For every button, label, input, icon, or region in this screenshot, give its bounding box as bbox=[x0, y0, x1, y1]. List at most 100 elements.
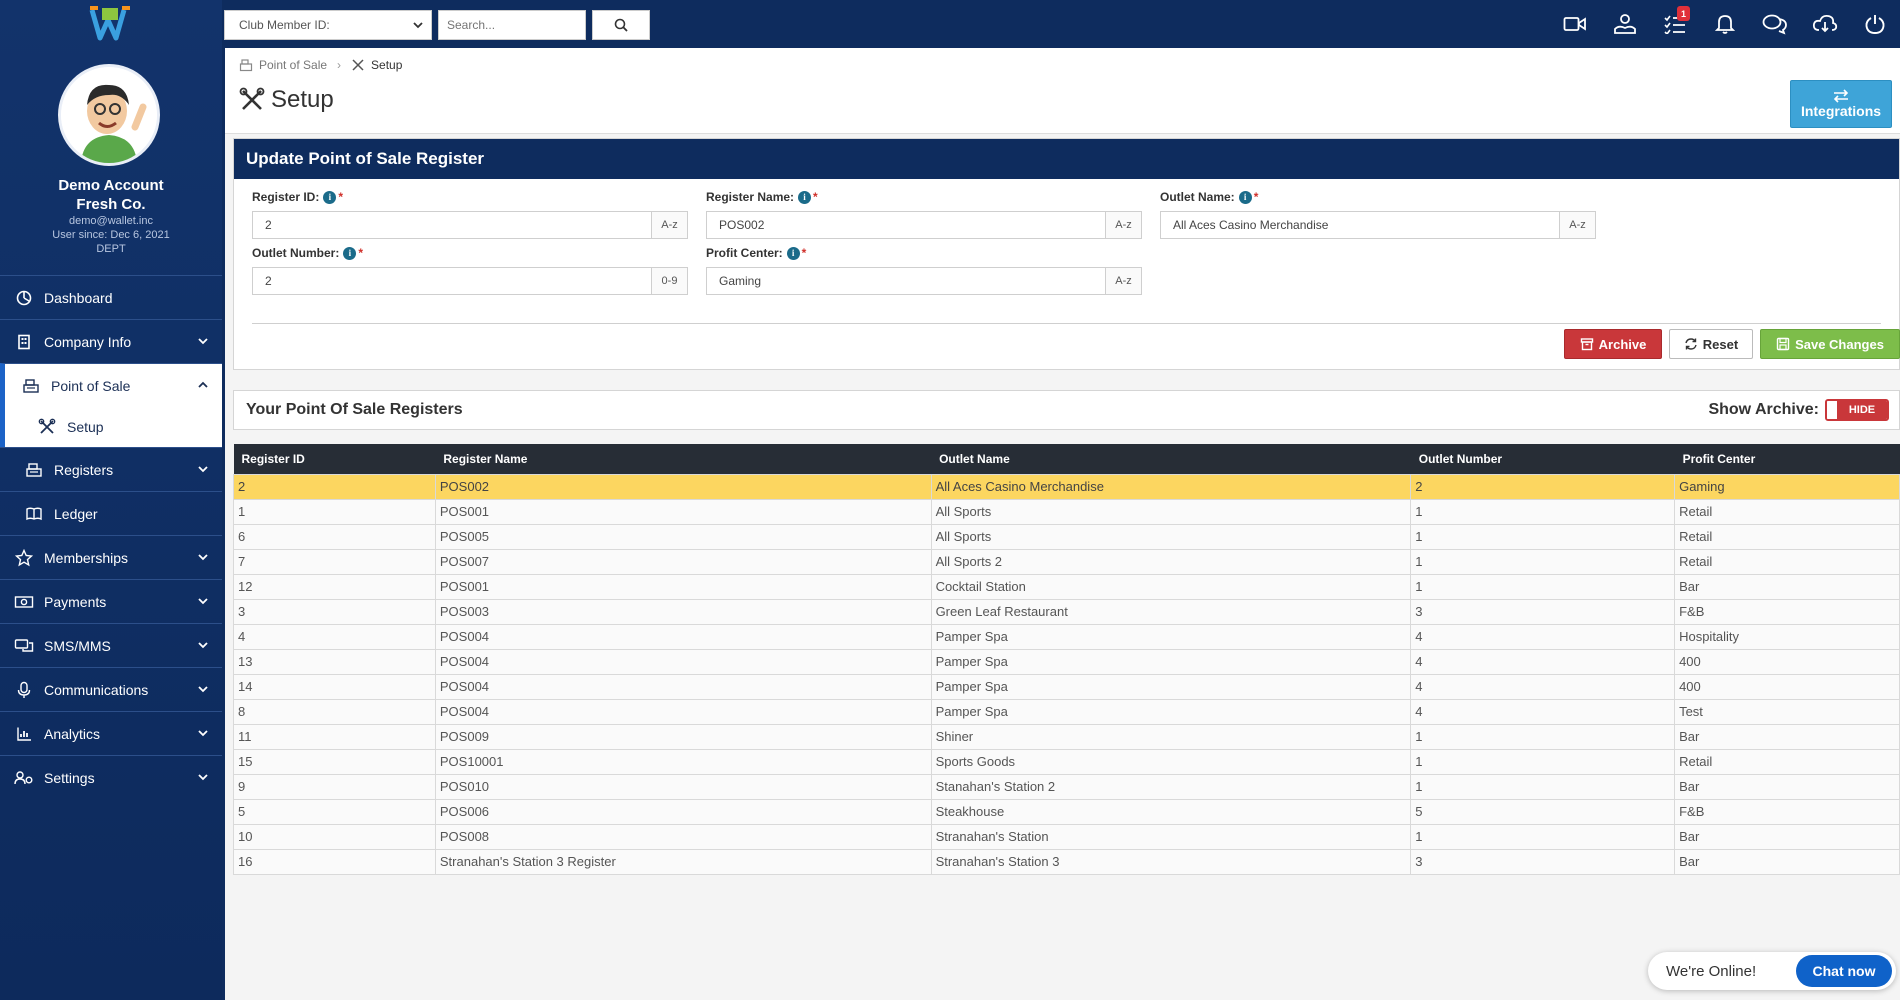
money-icon bbox=[14, 592, 34, 612]
chat-widget[interactable]: We're Online! Chat now bbox=[1648, 952, 1896, 990]
registers-list-title: Your Point Of Sale Registers bbox=[246, 401, 463, 418]
table-row[interactable]: 11 POS009 Shiner 1 Bar bbox=[233, 723, 1900, 750]
profit-center-value[interactable]: Gaming bbox=[719, 274, 762, 288]
sidebar-item-sms-mms[interactable]: SMS/MMS bbox=[0, 623, 222, 667]
profit-center-field: Profit Center: i * Gaming A-z bbox=[706, 245, 1142, 295]
required-marker: * bbox=[813, 190, 818, 204]
info-icon[interactable]: i bbox=[798, 190, 812, 204]
cell-outlet-name: All Sports bbox=[930, 523, 1412, 550]
cell-register-id: 15 bbox=[233, 748, 436, 775]
info-icon[interactable]: i bbox=[1238, 190, 1252, 204]
messages-button[interactable] bbox=[1750, 8, 1800, 40]
sidebar-item-ledger[interactable]: Ledger bbox=[0, 491, 222, 535]
avatar[interactable] bbox=[58, 64, 160, 166]
cell-register-name: POS004 bbox=[434, 673, 932, 700]
chevron-down-icon bbox=[198, 642, 208, 649]
cell-register-id: 5 bbox=[233, 798, 436, 825]
cell-register-id: 10 bbox=[233, 823, 436, 850]
breadcrumb-parent[interactable]: Point of Sale bbox=[259, 58, 328, 72]
cell-outlet-number: 1 bbox=[1410, 773, 1676, 800]
info-icon[interactable]: i bbox=[786, 246, 800, 260]
table-row[interactable]: 7 POS007 All Sports 2 1 Retail bbox=[233, 548, 1900, 575]
sidebar-item-memberships[interactable]: Memberships bbox=[0, 535, 222, 579]
archive-button[interactable]: Archive bbox=[1564, 329, 1662, 359]
table-row[interactable]: 14 POS004 Pamper Spa 4 400 bbox=[233, 673, 1900, 700]
outlet-number-value[interactable]: 2 bbox=[265, 274, 272, 288]
outlet-number-addon: 0-9 bbox=[651, 268, 687, 294]
table-row-selected[interactable]: 2 POS002 All Aces Casino Merchandise 2 G… bbox=[233, 473, 1900, 500]
logo-icon[interactable] bbox=[88, 6, 132, 42]
sidebar-item-payments[interactable]: Payments bbox=[0, 579, 222, 623]
outlet-name-label: Outlet Name: bbox=[1160, 190, 1235, 204]
outlet-number-input[interactable]: 2 0-9 bbox=[252, 267, 688, 295]
reset-label: Reset bbox=[1702, 336, 1739, 352]
cell-register-name: POS009 bbox=[434, 723, 932, 750]
register-id-input[interactable]: 2 A-z bbox=[252, 211, 688, 239]
outlet-name-addon: A-z bbox=[1559, 212, 1595, 238]
save-changes-button[interactable]: Save Changes bbox=[1760, 329, 1900, 359]
table-row[interactable]: 3 POS003 Green Leaf Restaurant 3 F&B bbox=[233, 598, 1900, 625]
outlet-name-input[interactable]: All Aces Casino Merchandise A-z bbox=[1160, 211, 1596, 239]
register-name-value[interactable]: POS002 bbox=[719, 218, 765, 232]
show-archive-toggle[interactable]: HIDE bbox=[1825, 399, 1889, 421]
table-header-row: Register ID Register Name Outlet Name Ou… bbox=[233, 444, 1900, 474]
cell-outlet-number: 3 bbox=[1410, 598, 1676, 625]
column-header-profit-center[interactable]: Profit Center bbox=[1674, 444, 1900, 474]
notifications-button[interactable] bbox=[1700, 8, 1750, 40]
info-icon[interactable]: i bbox=[323, 190, 337, 204]
sidebar-item-communications[interactable]: Communications bbox=[0, 667, 222, 711]
column-header-outlet-name[interactable]: Outlet Name bbox=[931, 444, 1411, 474]
sidebar-item-label: Payments bbox=[44, 593, 107, 610]
profile-email: demo@wallet.inc bbox=[69, 215, 153, 227]
table-row[interactable]: 12 POS001 Cocktail Station 1 Bar bbox=[233, 573, 1900, 600]
column-header-register-id[interactable]: Register ID bbox=[233, 444, 436, 474]
sidebar-item-setup[interactable]: Setup bbox=[0, 407, 222, 447]
form-heading: Update Point of Sale Register bbox=[234, 139, 1899, 179]
cell-profit-center: Retail bbox=[1674, 748, 1900, 775]
sidebar-item-registers[interactable]: Registers bbox=[0, 447, 222, 491]
table-row[interactable]: 13 POS004 Pamper Spa 4 400 bbox=[233, 648, 1900, 675]
cell-outlet-number: 2 bbox=[1410, 473, 1676, 500]
info-icon[interactable]: i bbox=[343, 246, 357, 260]
outlet-name-value[interactable]: All Aces Casino Merchandise bbox=[1173, 218, 1329, 232]
sidebar-item-point-of-sale[interactable]: Point of Sale bbox=[0, 363, 222, 407]
table-row[interactable]: 6 POS005 All Sports 1 Retail bbox=[233, 523, 1900, 550]
cell-outlet-name: Stanahan's Station 2 bbox=[930, 773, 1412, 800]
profit-center-input[interactable]: Gaming A-z bbox=[706, 267, 1142, 295]
reset-button[interactable]: Reset bbox=[1669, 329, 1753, 359]
chat-now-button[interactable]: Chat now bbox=[1796, 955, 1892, 987]
search-input[interactable] bbox=[438, 10, 586, 40]
column-header-register-name[interactable]: Register Name bbox=[435, 444, 932, 474]
table-row[interactable]: 15 POS10001 Sports Goods 1 Retail bbox=[233, 748, 1900, 775]
sidebar-item-settings[interactable]: Settings bbox=[0, 755, 222, 799]
table-row[interactable]: 10 POS008 Stranahan's Station 1 Bar bbox=[233, 823, 1900, 850]
club-member-select[interactable]: Club Member ID: bbox=[224, 10, 432, 40]
table-row[interactable]: 9 POS010 Stanahan's Station 2 1 Bar bbox=[233, 773, 1900, 800]
cloud-download-button[interactable] bbox=[1800, 8, 1850, 40]
cell-register-id: 1 bbox=[233, 498, 436, 525]
cell-profit-center: Retail bbox=[1674, 548, 1900, 575]
search-button[interactable] bbox=[592, 10, 650, 40]
user-support-button[interactable] bbox=[1600, 8, 1650, 40]
register-id-value[interactable]: 2 bbox=[265, 218, 272, 232]
cell-outlet-name: All Aces Casino Merchandise bbox=[930, 473, 1412, 500]
sidebar-item-dashboard[interactable]: Dashboard bbox=[0, 275, 222, 319]
sidebar-item-company-info[interactable]: Company Info bbox=[0, 319, 222, 363]
toggle-knob bbox=[1827, 401, 1837, 419]
cell-profit-center: Test bbox=[1674, 698, 1900, 725]
column-header-outlet-number[interactable]: Outlet Number bbox=[1410, 444, 1675, 474]
table-row[interactable]: 8 POS004 Pamper Spa 4 Test bbox=[233, 698, 1900, 725]
search-icon bbox=[614, 18, 628, 32]
table-row[interactable]: 1 POS001 All Sports 1 Retail bbox=[233, 498, 1900, 525]
register-name-input[interactable]: POS002 A-z bbox=[706, 211, 1142, 239]
table-row[interactable]: 5 POS006 Steakhouse 5 F&B bbox=[233, 798, 1900, 825]
chart-icon bbox=[14, 724, 34, 744]
table-row[interactable]: 16 Stranahan's Station 3 Register Strana… bbox=[233, 848, 1900, 875]
logout-button[interactable] bbox=[1850, 8, 1900, 40]
video-button[interactable] bbox=[1550, 8, 1600, 40]
table-row[interactable]: 4 POS004 Pamper Spa 4 Hospitality bbox=[233, 623, 1900, 650]
integrations-button[interactable]: Integrations bbox=[1790, 80, 1892, 128]
cell-register-id: 12 bbox=[233, 573, 436, 600]
tasks-button[interactable]: 1 bbox=[1650, 6, 1700, 40]
sidebar-item-analytics[interactable]: Analytics bbox=[0, 711, 222, 755]
